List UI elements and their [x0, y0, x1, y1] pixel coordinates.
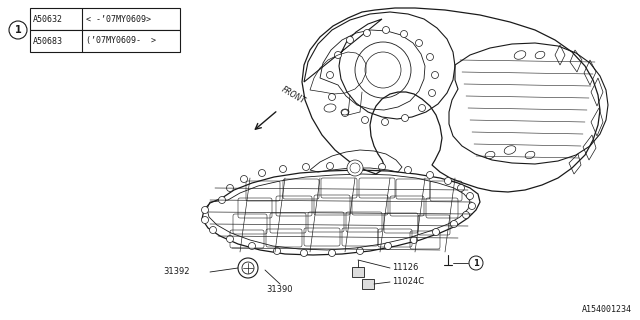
- Circle shape: [364, 29, 371, 36]
- Circle shape: [347, 160, 363, 176]
- Circle shape: [381, 118, 388, 125]
- Circle shape: [426, 53, 433, 60]
- Circle shape: [451, 220, 458, 228]
- Circle shape: [303, 164, 310, 171]
- Circle shape: [353, 163, 360, 170]
- Circle shape: [410, 236, 417, 244]
- Circle shape: [202, 217, 209, 223]
- Circle shape: [433, 228, 440, 236]
- Circle shape: [362, 116, 369, 124]
- Text: (’07MY0609-  >: (’07MY0609- >: [86, 36, 156, 45]
- Circle shape: [301, 250, 307, 257]
- Circle shape: [383, 27, 390, 34]
- Circle shape: [328, 250, 335, 257]
- Circle shape: [415, 39, 422, 46]
- Circle shape: [468, 203, 476, 210]
- Text: 11126: 11126: [392, 262, 419, 271]
- Circle shape: [469, 256, 483, 270]
- Circle shape: [326, 163, 333, 170]
- Circle shape: [401, 115, 408, 122]
- Circle shape: [202, 206, 209, 213]
- Circle shape: [227, 236, 234, 243]
- Circle shape: [259, 170, 266, 177]
- Text: A50683: A50683: [33, 36, 63, 45]
- Text: FRONT: FRONT: [280, 85, 307, 106]
- Circle shape: [463, 212, 470, 219]
- Circle shape: [328, 93, 335, 100]
- Circle shape: [385, 243, 392, 250]
- Circle shape: [429, 90, 435, 97]
- Circle shape: [401, 30, 408, 37]
- Circle shape: [378, 164, 385, 171]
- Circle shape: [335, 52, 342, 59]
- Circle shape: [227, 185, 234, 191]
- Text: < -’07MY0609>: < -’07MY0609>: [86, 14, 151, 23]
- Circle shape: [356, 247, 364, 254]
- Circle shape: [238, 258, 258, 278]
- Text: 1: 1: [473, 259, 479, 268]
- Text: 1: 1: [15, 25, 21, 35]
- Circle shape: [445, 178, 451, 185]
- Text: A50632: A50632: [33, 14, 63, 23]
- Circle shape: [9, 21, 27, 39]
- Bar: [30, 8, 180, 30]
- Circle shape: [467, 193, 474, 199]
- Text: A154001234: A154001234: [582, 305, 632, 314]
- Text: 31392: 31392: [163, 268, 190, 276]
- Circle shape: [458, 185, 465, 191]
- Circle shape: [419, 105, 426, 111]
- Text: 11024C: 11024C: [392, 277, 424, 286]
- Circle shape: [342, 109, 349, 116]
- Circle shape: [426, 172, 433, 179]
- Circle shape: [431, 71, 438, 78]
- Circle shape: [326, 71, 333, 78]
- Circle shape: [404, 166, 412, 173]
- Circle shape: [280, 165, 287, 172]
- FancyBboxPatch shape: [362, 279, 374, 289]
- Circle shape: [248, 243, 255, 250]
- Circle shape: [241, 175, 248, 182]
- Circle shape: [209, 227, 216, 234]
- Text: 31390: 31390: [267, 285, 293, 294]
- Bar: [30, 30, 180, 52]
- Circle shape: [273, 247, 280, 254]
- Circle shape: [218, 196, 225, 204]
- FancyBboxPatch shape: [352, 267, 364, 277]
- Circle shape: [346, 36, 353, 44]
